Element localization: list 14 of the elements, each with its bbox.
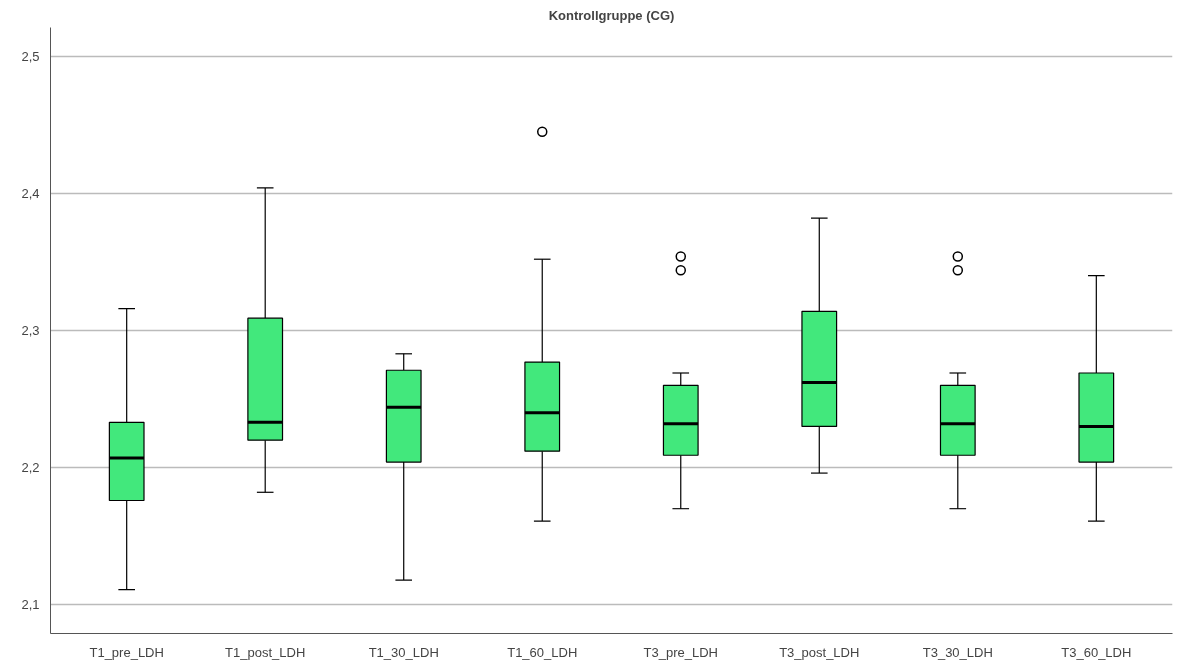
chart-title: Kontrollgruppe (CG) [548,7,675,23]
y-tick-label: 2,4 [21,185,40,201]
x-tick-label: T1_pre_LDH [89,644,164,660]
y-tick-label: 2,1 [21,597,40,613]
x-tick-label: T3_pre_LDH [643,644,718,660]
x-tick-label: T3_post_LDH [779,644,860,660]
y-tick-label: 2,2 [21,460,40,476]
x-tick-label: T3_60_LDH [1061,644,1132,660]
x-tick-label: T1_30_LDH [368,644,439,660]
x-tick-label: T1_post_LDH [225,644,306,660]
y-tick-label: 2,5 [21,48,40,64]
y-tick-label: 2,3 [21,323,40,338]
x-tick-label: T1_60_LDH [507,644,578,660]
x-tick-label: T3_30_LDH [922,644,993,660]
